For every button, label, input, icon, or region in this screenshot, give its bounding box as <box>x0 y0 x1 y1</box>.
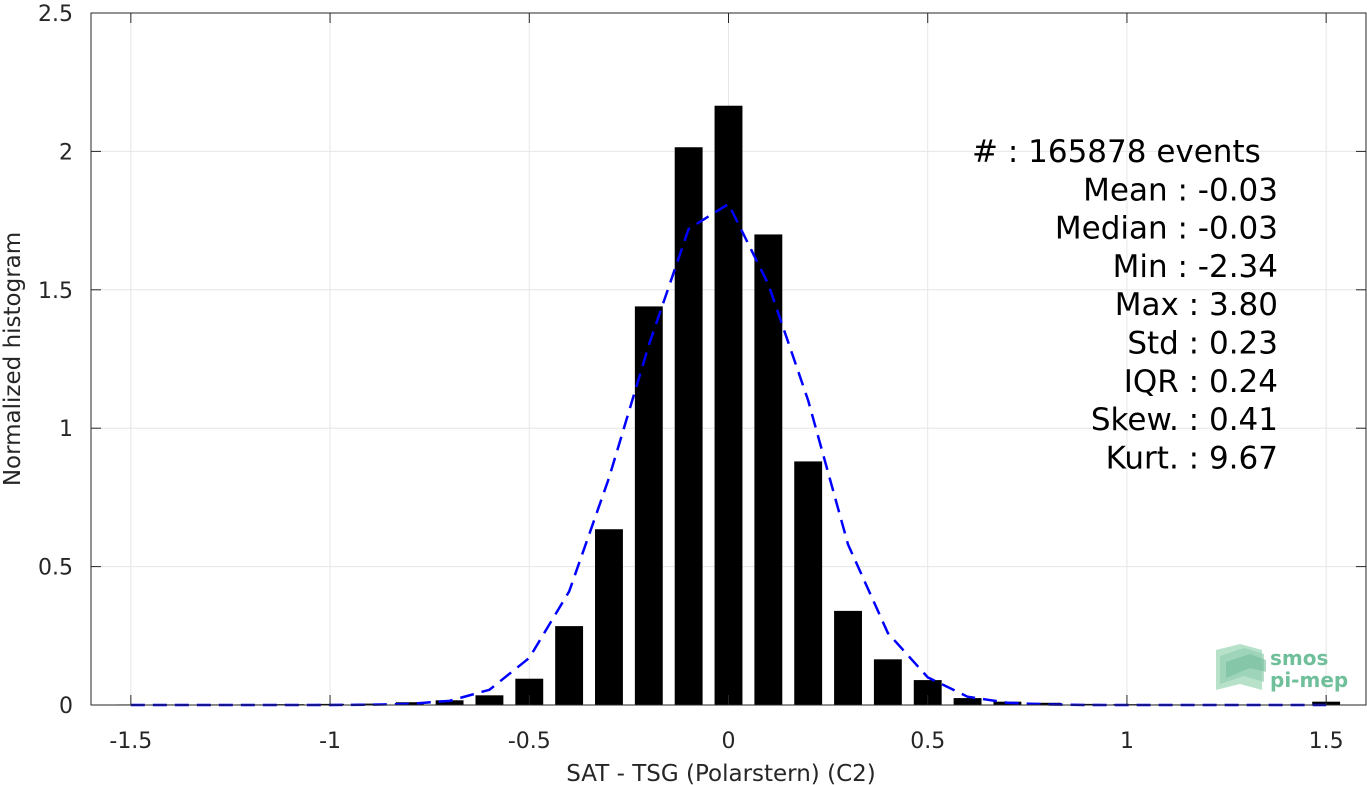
stats-line: # : 165878 events <box>972 134 1261 170</box>
y-tick-label: 1.5 <box>38 279 73 304</box>
x-tick-label: -0.5 <box>508 729 551 754</box>
histogram-bar <box>1033 702 1062 705</box>
stats-line: Min : -2.34 <box>1113 249 1278 285</box>
y-tick-label: 1 <box>59 417 73 442</box>
stats-line: Median : -0.03 <box>1055 211 1278 247</box>
stats-line: IQR : 0.24 <box>1124 364 1278 400</box>
y-tick-label: 2.5 <box>38 2 73 27</box>
histogram-bar <box>754 234 783 705</box>
y-axis-ticks: 0 0.5 1 1.5 2 2.5 <box>38 2 1366 719</box>
x-tick-label: -1.5 <box>109 729 152 754</box>
stats-line: Skew. : 0.41 <box>1091 402 1278 438</box>
histogram-bar <box>435 700 464 705</box>
x-tick-label: 0.5 <box>910 729 945 754</box>
x-tick-label: 1 <box>1120 729 1134 754</box>
y-tick-label: 0 <box>59 694 73 719</box>
stats-line: Kurt. : 9.67 <box>1106 440 1278 476</box>
y-tick-label: 0.5 <box>38 556 73 581</box>
x-tick-label: -1 <box>319 729 341 754</box>
histogram-bar <box>1073 703 1102 705</box>
logo-text-smos: smos <box>1270 646 1328 670</box>
histogram-bar <box>834 610 862 705</box>
histogram-bar <box>595 529 623 705</box>
x-tick-label: 1.5 <box>1309 729 1344 754</box>
histogram-bar <box>395 702 424 705</box>
x-axis-label: SAT - TSG (Polarstern) (C2) <box>566 761 875 785</box>
histogram-bar <box>674 147 703 706</box>
histogram-bar <box>953 698 982 705</box>
y-tick-label: 2 <box>59 140 73 165</box>
histogram-bar <box>634 306 663 705</box>
x-tick-label: 0 <box>722 729 736 754</box>
stats-line: Max : 3.80 <box>1115 287 1278 323</box>
histogram-bar <box>794 461 823 705</box>
histogram-bar <box>714 105 743 705</box>
logo-mark-icon <box>1216 644 1266 690</box>
histogram-bar <box>555 626 584 705</box>
histogram-bar <box>873 659 902 705</box>
stats-line: Std : 0.23 <box>1127 326 1278 362</box>
smos-pimep-logo: smos pi-mep <box>1216 644 1348 692</box>
stats-line: Mean : -0.03 <box>1083 172 1278 208</box>
histogram-bar <box>355 703 384 705</box>
logo-text-pimep: pi-mep <box>1270 668 1348 692</box>
x-axis-ticks: -1.5 -1 -0.5 0 0.5 1 1.5 <box>109 13 1344 754</box>
histogram-bar <box>475 695 504 705</box>
y-axis-label: Normalized histogram <box>0 232 26 486</box>
histogram-bars <box>116 105 1341 706</box>
